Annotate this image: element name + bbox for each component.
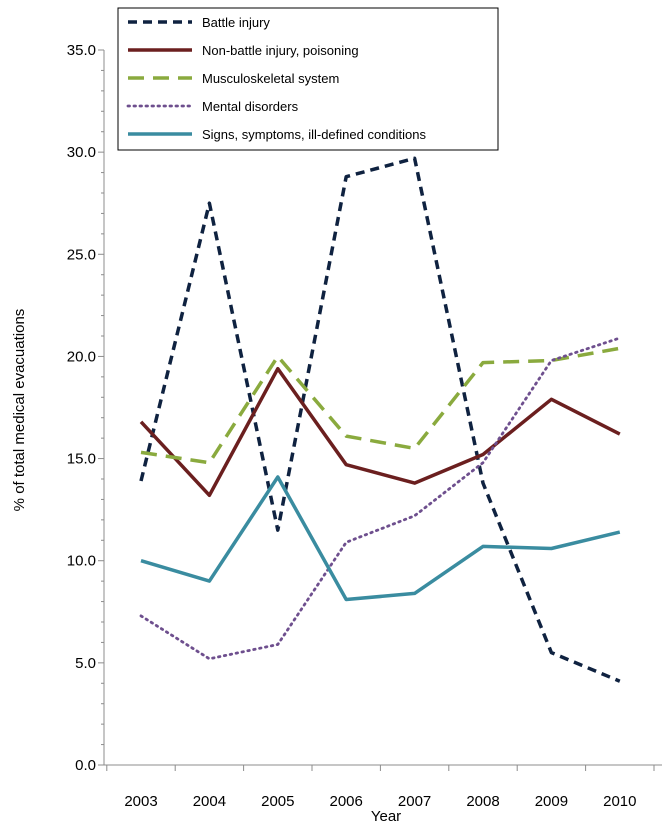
x-tick-label: 2008 xyxy=(466,793,499,810)
y-tick-label: 0.0 xyxy=(75,757,96,774)
y-tick-label: 20.0 xyxy=(67,348,96,365)
y-tick-label: 5.0 xyxy=(75,655,96,672)
series-line-2 xyxy=(139,366,621,498)
y-axis-title: % of total medical evacuations xyxy=(11,309,28,512)
x-tick-label: 2009 xyxy=(535,793,568,810)
legend: Battle injury Non-battle injury, poisonin… xyxy=(117,7,499,151)
x-tick-label: 2003 xyxy=(124,793,157,810)
x-tick-label: 2004 xyxy=(193,793,226,810)
series-line-3 xyxy=(140,346,621,465)
legend-label-2: Non-battle injury, poisoning xyxy=(202,43,359,58)
x-tick-label: 2010 xyxy=(603,793,636,810)
y-tick-label: 10.0 xyxy=(67,553,96,570)
y-tick-label: 30.0 xyxy=(67,144,96,161)
legend-label-4: Mental disorders xyxy=(202,99,299,114)
series-line-1 xyxy=(139,156,621,683)
series-line-4 xyxy=(139,336,622,661)
chart-axes: 0.0 5.0 10.0 15.0 20.0 25.0 30.0 35.0 2003 2004 20… xyxy=(67,42,662,810)
x-tick-label: 2005 xyxy=(261,793,294,810)
y-tick-label: 25.0 xyxy=(67,246,96,263)
legend-label-1: Battle injury xyxy=(202,15,270,30)
y-tick-label: 35.0 xyxy=(67,42,96,59)
x-tick-label: 2006 xyxy=(330,793,363,810)
x-axis-title: Year xyxy=(371,808,401,825)
series-line-5 xyxy=(140,475,621,602)
series-layer xyxy=(139,156,622,683)
legend-label-5: Signs, symptoms, ill-defined conditions xyxy=(202,127,426,142)
x-tick-label: 2007 xyxy=(398,793,431,810)
legend-label-3: Musculoskeletal system xyxy=(202,71,339,86)
y-tick-label: 15.0 xyxy=(67,451,96,468)
